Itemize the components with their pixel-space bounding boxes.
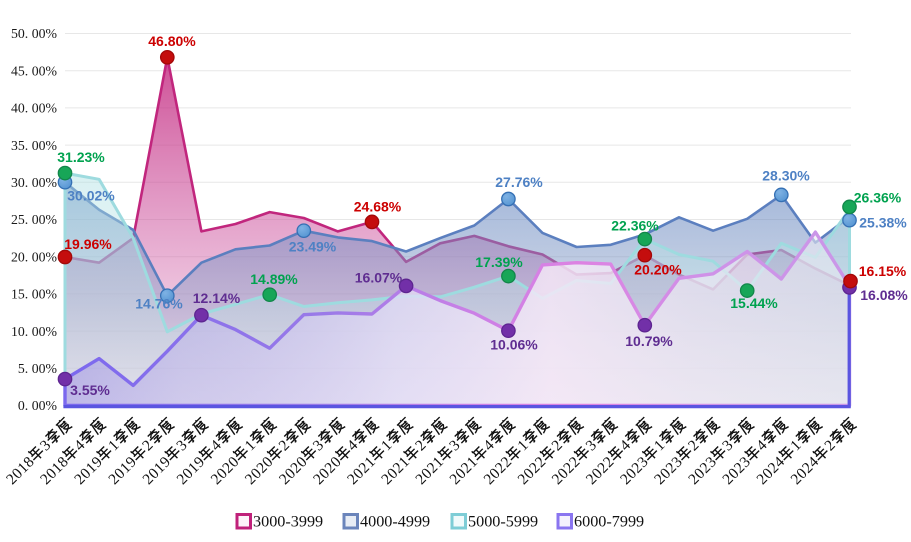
svg-text:5. 00%: 5. 00%	[18, 361, 58, 376]
svg-text:0. 00%: 0. 00%	[18, 398, 58, 413]
svg-text:19.96%: 19.96%	[64, 236, 112, 252]
svg-text:3.55%: 3.55%	[70, 382, 110, 398]
svg-text:25.38%: 25.38%	[859, 214, 907, 230]
svg-text:28.30%: 28.30%	[762, 167, 810, 183]
svg-text:16.15%: 16.15%	[859, 263, 907, 279]
svg-text:24.68%: 24.68%	[354, 198, 402, 214]
svg-text:16.07%: 16.07%	[355, 269, 403, 285]
svg-text:10.06%: 10.06%	[490, 336, 538, 352]
svg-text:20.20%: 20.20%	[634, 261, 682, 277]
svg-text:5000-5999: 5000-5999	[468, 513, 538, 531]
svg-text:26.36%: 26.36%	[854, 189, 902, 205]
svg-text:50. 00%: 50. 00%	[11, 26, 57, 41]
svg-text:30.02%: 30.02%	[67, 187, 115, 203]
svg-text:14.76%: 14.76%	[135, 295, 183, 311]
svg-text:40. 00%: 40. 00%	[11, 101, 57, 116]
svg-text:10.79%: 10.79%	[625, 333, 673, 349]
svg-text:20. 00%: 20. 00%	[11, 249, 57, 264]
svg-text:12.14%: 12.14%	[193, 290, 241, 306]
svg-text:3000-3999: 3000-3999	[253, 513, 323, 531]
svg-text:17.39%: 17.39%	[475, 254, 523, 270]
svg-text:45. 00%: 45. 00%	[11, 63, 57, 78]
svg-text:35. 00%: 35. 00%	[11, 138, 57, 153]
svg-text:23.49%: 23.49%	[289, 238, 337, 254]
svg-text:31.23%: 31.23%	[57, 149, 105, 165]
svg-text:25. 00%: 25. 00%	[11, 212, 57, 227]
svg-text:30. 00%: 30. 00%	[11, 175, 57, 190]
svg-text:6000-7999: 6000-7999	[574, 513, 644, 531]
svg-text:4000-4999: 4000-4999	[360, 513, 430, 531]
svg-text:15.44%: 15.44%	[730, 295, 778, 311]
svg-text:10. 00%: 10. 00%	[11, 324, 57, 339]
svg-text:22.36%: 22.36%	[611, 217, 659, 233]
svg-text:16.08%: 16.08%	[860, 287, 908, 303]
svg-text:15. 00%: 15. 00%	[11, 287, 57, 302]
svg-text:14.89%: 14.89%	[250, 271, 298, 287]
svg-text:27.76%: 27.76%	[495, 174, 543, 190]
svg-text:46.80%: 46.80%	[148, 33, 196, 49]
